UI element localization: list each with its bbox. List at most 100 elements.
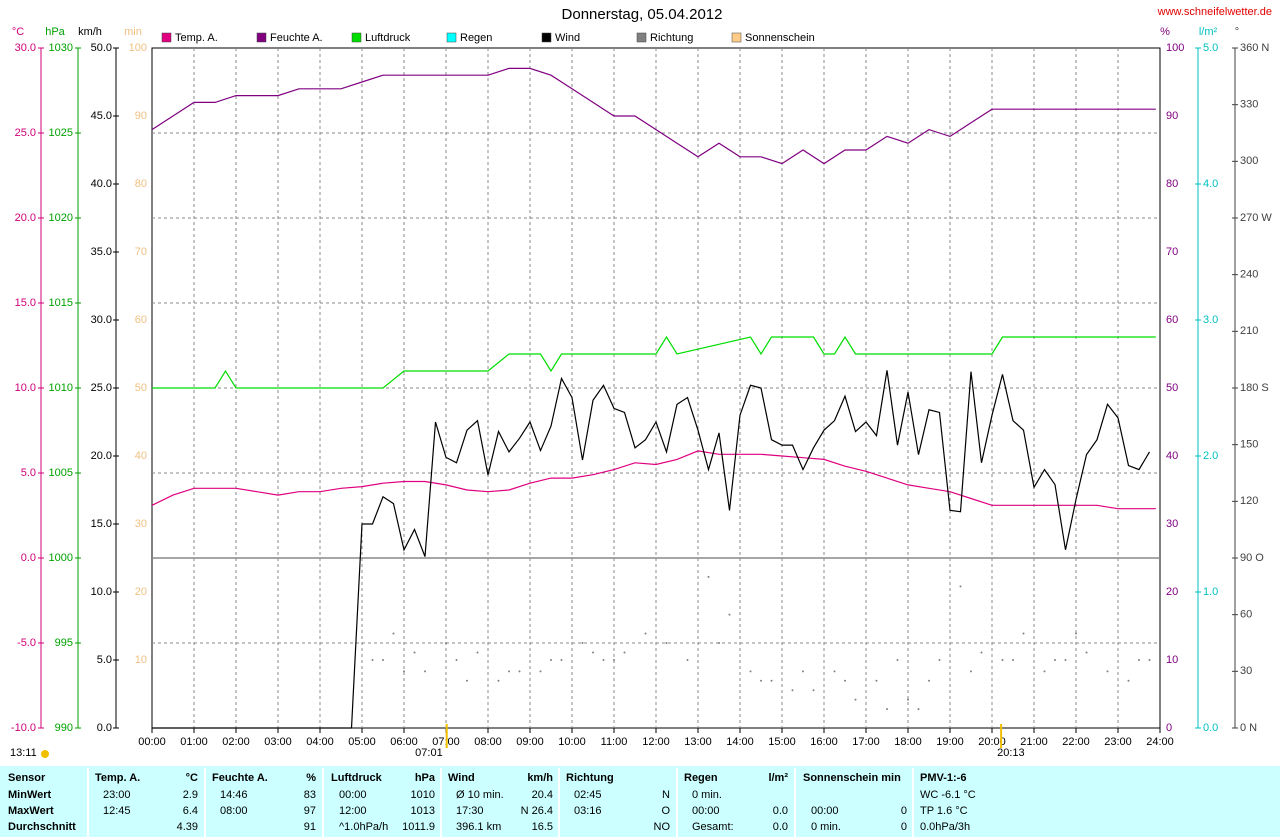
x-tick-label: 11:00 [601, 736, 628, 748]
y-tick-label: -10.0 [11, 722, 36, 734]
footer-header: Regen [684, 772, 718, 784]
direction-dot [550, 659, 552, 661]
direction-dot [581, 642, 584, 644]
footer-cell: Gesamt: [692, 821, 734, 833]
sun-icon [41, 750, 49, 758]
direction-dot [560, 659, 563, 661]
y-tick-label: 20 [1166, 586, 1178, 598]
legend-label: Feuchte A. [270, 32, 323, 44]
footer-cell: 1011.9 [402, 821, 435, 833]
y-tick-label: 1020 [49, 212, 73, 224]
series-line [151, 450, 1156, 510]
y-tick-label: 270 W [1240, 212, 1272, 224]
y-tick-label: 25.0 [91, 382, 112, 394]
direction-dot [508, 670, 510, 673]
sun-time: 07:01 [415, 747, 443, 759]
footer-header: Luftdruck [331, 772, 383, 784]
axis-unit: km/h [78, 26, 102, 38]
y-tick-label: 300 [1240, 155, 1258, 167]
direction-dot [980, 651, 983, 654]
axis-unit: ° [1235, 26, 1239, 38]
footer-cell: 0.0 [773, 805, 788, 817]
direction-dot [812, 689, 815, 692]
y-tick-label: 80 [1166, 178, 1178, 190]
direction-dot [770, 679, 773, 682]
x-tick-label: 21:00 [1020, 736, 1048, 748]
direction-dot [875, 679, 878, 682]
footer-cell: 396.1 km [456, 821, 501, 833]
footer-cell: 00:00 [339, 789, 367, 801]
footer-cell: 0 min. [692, 789, 722, 801]
legend-label: Luftdruck [365, 32, 411, 44]
series-line [152, 370, 1151, 729]
footer-cell: 0 min. [811, 821, 841, 833]
footer-cell: 03:16 [574, 805, 602, 817]
x-tick-label: 10:00 [558, 736, 586, 748]
y-tick-label: 4.0 [1203, 178, 1218, 190]
direction-dot [1148, 659, 1151, 661]
direction-dot [854, 698, 857, 701]
y-tick-label: 0.0 [1203, 722, 1218, 734]
footer-cell: 4.39 [177, 821, 198, 833]
footer-cell: 17:30 [456, 805, 484, 817]
y-tick-label: 50 [135, 382, 147, 394]
footer-cell: N [662, 789, 670, 801]
legend-label: Richtung [650, 32, 693, 44]
y-tick-label: 3.0 [1203, 314, 1218, 326]
site-link: www.schneifelwetter.de [1157, 6, 1272, 18]
direction-dot [802, 670, 804, 673]
y-tick-label: 50.0 [91, 42, 112, 54]
y-tick-label: 20.0 [15, 212, 36, 224]
y-tick-label: 45.0 [91, 110, 112, 122]
direction-dot [455, 659, 458, 661]
y-tick-label: 25.0 [15, 127, 36, 139]
series-line [151, 67, 1156, 165]
footer-cell: 97 [304, 805, 316, 817]
direction-dot [1075, 632, 1077, 635]
y-tick-label: 5.0 [21, 467, 36, 479]
footer-unit: % [306, 772, 316, 784]
footer-cell: 00:00 [692, 805, 720, 817]
direction-dot [476, 651, 479, 654]
direction-dot [1022, 632, 1025, 635]
y-tick-label: 360 N [1240, 42, 1269, 54]
direction-dot [718, 642, 720, 644]
legend-label: Temp. A. [175, 32, 218, 44]
x-tick-label: 19:00 [936, 736, 964, 748]
y-tick-label: 100 [1166, 42, 1184, 54]
direction-dot [686, 659, 689, 661]
footer-cell: TP 1.6 °C [920, 805, 968, 817]
x-tick-label: 14:00 [726, 736, 754, 748]
y-tick-label: 20.0 [91, 450, 112, 462]
direction-dot [1085, 651, 1088, 654]
legend-swatch [161, 32, 172, 43]
direction-dot [928, 679, 930, 682]
y-tick-label: 90 [1166, 110, 1178, 122]
direction-dot [592, 651, 594, 654]
y-tick-label: 1010 [49, 382, 73, 394]
x-tick-label: 24:00 [1146, 736, 1174, 748]
direction-dot [959, 585, 962, 588]
axis-unit: hPa [45, 26, 65, 38]
y-tick-label: 35.0 [91, 246, 112, 258]
footer-header: Sonnenschein min [803, 772, 901, 784]
y-tick-label: 990 [55, 722, 73, 734]
direction-dot [938, 659, 941, 661]
y-tick-label: -5.0 [17, 637, 36, 649]
axis-unit: % [1160, 26, 1170, 38]
direction-dot [1054, 659, 1056, 661]
footer-cell: 12:00 [339, 805, 367, 817]
chart-title: Donnerstag, 05.04.2012 [562, 6, 723, 23]
footer-cell: NO [654, 821, 671, 833]
direction-dot [917, 708, 920, 711]
footer-cell: 0 [901, 821, 907, 833]
y-tick-label: 30.0 [91, 314, 112, 326]
y-tick-label: 10 [1166, 654, 1178, 666]
y-tick-label: 0.0 [21, 552, 36, 564]
x-tick-label: 22:00 [1062, 736, 1090, 748]
y-tick-label: 60 [135, 314, 147, 326]
footer-header: Temp. A. [95, 772, 140, 784]
y-tick-label: 30.0 [15, 42, 36, 54]
